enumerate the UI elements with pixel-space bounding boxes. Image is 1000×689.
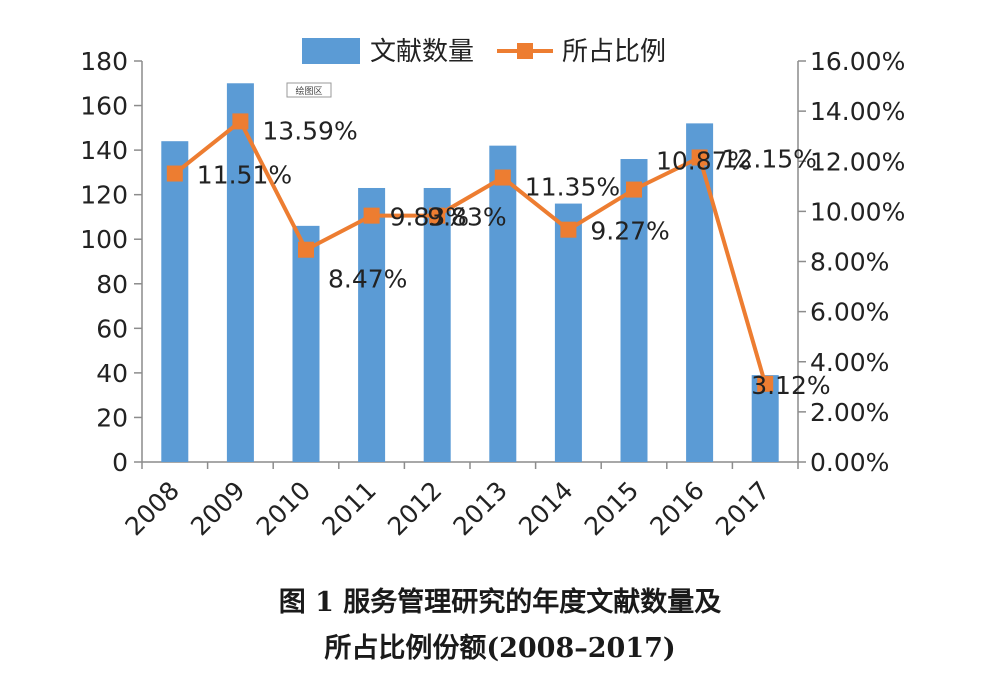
left-y-tick-label: 20 bbox=[96, 403, 128, 432]
ratio-data-label: 9.83% bbox=[427, 203, 506, 232]
left-y-tick-label: 60 bbox=[96, 314, 128, 343]
ratio-point bbox=[166, 165, 183, 182]
ratio-point bbox=[363, 207, 380, 224]
plot-area-tag-box bbox=[286, 82, 332, 98]
bar bbox=[161, 141, 189, 462]
ratio-point bbox=[560, 221, 577, 238]
x-tick-label: 2016 bbox=[644, 476, 709, 541]
ratio-data-label: 9.27% bbox=[590, 217, 669, 246]
ratio-data-label: 13.59% bbox=[262, 116, 357, 145]
chart: 0 20 40 60 80 100 120 140 160 180 0.00% 2.00% 4.00% 6… bbox=[80, 37, 905, 541]
x-tick-label: 2014 bbox=[513, 476, 578, 541]
legend-line-marker bbox=[517, 43, 533, 59]
figure-caption-line2: 所占比例份额(2008–2017) bbox=[324, 633, 676, 664]
left-y-tick-label: 0 bbox=[112, 448, 128, 477]
left-y-tick-label: 40 bbox=[96, 359, 128, 388]
x-tick-label: 2009 bbox=[185, 476, 250, 541]
x-tick-label: 2015 bbox=[579, 476, 644, 541]
x-tick-label: 2010 bbox=[251, 476, 316, 541]
figure-caption-line1: 图 1 服务管理研究的年度文献数量及 bbox=[278, 587, 722, 618]
ratio-data-label: 8.47% bbox=[328, 265, 407, 294]
ratio-data-label: 10.87% bbox=[656, 147, 751, 176]
bar bbox=[620, 159, 648, 462]
ratio-point bbox=[494, 169, 511, 186]
bar bbox=[489, 145, 517, 462]
legend-bar-label: 文献数量 bbox=[370, 37, 474, 67]
ratio-point bbox=[429, 207, 446, 224]
ratio-data-label: 11.51% bbox=[197, 161, 292, 190]
bar bbox=[226, 83, 254, 463]
x-tick-label: 2011 bbox=[316, 476, 381, 541]
right-y-tick-label: 8.00% bbox=[810, 248, 889, 277]
legend-line-label: 所占比例 bbox=[562, 37, 666, 67]
right-y-tick-label: 10.00% bbox=[810, 197, 905, 226]
ratio-data-label: 11.35% bbox=[525, 173, 620, 202]
ratio-series-line bbox=[173, 119, 768, 385]
right-y-tick-label: 16.00% bbox=[810, 47, 905, 76]
right-y-tick-label: 14.00% bbox=[810, 97, 905, 126]
ratio-point bbox=[757, 375, 774, 392]
left-y-tick-label: 100 bbox=[80, 225, 128, 254]
bar bbox=[292, 225, 320, 462]
left-y-tick-label: 120 bbox=[80, 181, 128, 210]
right-y-tick-label: 12.00% bbox=[810, 147, 905, 176]
x-tick-label: 2013 bbox=[448, 476, 513, 541]
ratio-data-label: 9.83% bbox=[390, 203, 469, 232]
right-y-tick-label: 2.00% bbox=[810, 398, 889, 427]
x-tick-label: 2008 bbox=[120, 476, 185, 541]
left-y-tick-label: 160 bbox=[80, 92, 128, 121]
ratio-data-label: 12.15% bbox=[722, 144, 817, 173]
legend-bar-swatch bbox=[302, 38, 360, 64]
x-tick-label: 2012 bbox=[382, 476, 447, 541]
ratio-data-label: 3.12% bbox=[751, 371, 830, 400]
right-y-tick-label: 6.00% bbox=[810, 298, 889, 327]
ratio-point bbox=[232, 113, 249, 130]
bar bbox=[686, 123, 714, 462]
plot-area-tag: 绘图区 bbox=[295, 85, 322, 97]
ratio-point bbox=[626, 181, 642, 198]
left-y-tick-label: 80 bbox=[96, 270, 128, 299]
bar bbox=[554, 203, 582, 463]
bar bbox=[423, 187, 451, 462]
left-y-tick-label: 140 bbox=[80, 136, 128, 165]
left-y-tick-label: 180 bbox=[80, 47, 128, 76]
bar bbox=[358, 187, 386, 462]
ratio-point bbox=[298, 241, 314, 258]
x-tick-label: 2017 bbox=[710, 476, 775, 541]
right-y-tick-label: 0.00% bbox=[810, 448, 889, 477]
ratio-point bbox=[691, 149, 708, 166]
right-y-tick-label: 4.00% bbox=[810, 348, 889, 377]
